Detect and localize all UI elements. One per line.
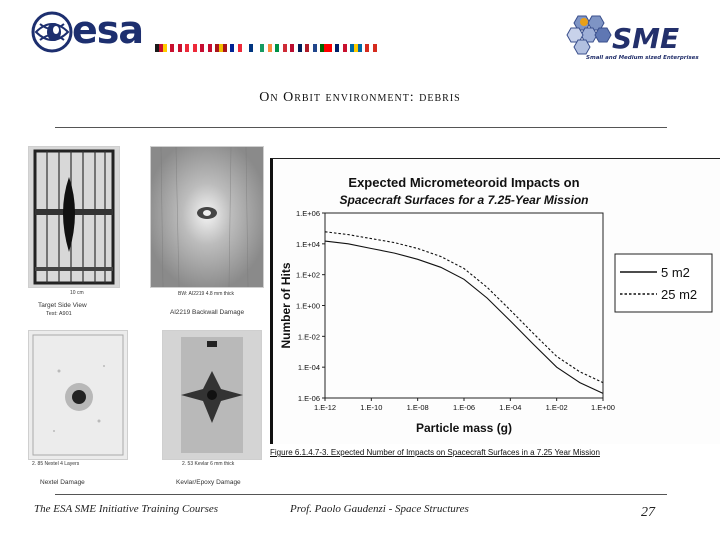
flag-12 <box>335 44 347 52</box>
x-tick-label: 1.E-04 <box>499 403 521 412</box>
x-tick-label: 1.E+00 <box>591 403 615 412</box>
photo2-small-caption: BW: AI2219 4.8 mm thick <box>178 291 235 297</box>
legend-box <box>614 253 713 313</box>
footer-course: The ESA SME Initiative Training Courses <box>34 503 219 515</box>
flag-2 <box>185 44 197 52</box>
photo1-subcaption: Test: A901 <box>46 311 72 317</box>
esa-logo <box>30 10 160 56</box>
flag-8 <box>275 44 287 52</box>
y-tick-label: 1.E+06 <box>296 209 320 218</box>
x-axis-label: Particle mass (g) <box>416 421 512 435</box>
chart-frame: Expected Micrometeoroid Impacts on Spacec… <box>270 158 720 444</box>
esa-logo-text: esa <box>72 8 144 52</box>
sme-logo: SME Small and Medium sized Enterprises <box>556 8 699 68</box>
figure-caption: Figure 6.1.4.7-3. Expected Number of Imp… <box>270 448 600 457</box>
photo4-caption: Kevlar/Epoxy Damage <box>176 479 241 486</box>
photo-target-side-view <box>28 146 120 288</box>
divider-bottom <box>55 494 667 495</box>
series-line-1 <box>324 231 604 384</box>
series-line-0 <box>324 240 604 394</box>
y-tick-label: 1.E+04 <box>296 240 320 249</box>
backwall-image <box>151 147 263 287</box>
flag-0 <box>155 44 167 52</box>
footer-author: Prof. Paolo Gaudenzi - Space Structures <box>290 503 469 515</box>
photo-kevlar-damage <box>162 330 262 460</box>
x-tick-label: 1.E-10 <box>360 403 382 412</box>
sme-hexagon-icon <box>566 15 612 55</box>
photo4-small-caption: 2. 53 Kevlar 6 mm thick <box>182 461 235 467</box>
photo2-caption: Al2219 Backwall Damage <box>170 309 245 316</box>
photo3-caption: Nextel Damage <box>40 479 85 486</box>
esa-globe-icon <box>31 11 73 53</box>
flag-6 <box>245 44 257 52</box>
legend-label-1: 25 m2 <box>661 287 697 302</box>
member-flags <box>155 44 377 52</box>
flag-14 <box>365 44 377 52</box>
flag-7 <box>260 44 272 52</box>
photo-nextel-damage <box>28 330 128 460</box>
flag-1 <box>170 44 182 52</box>
y-tick-label: 1.E-04 <box>298 363 320 372</box>
sme-logo-text: SME <box>612 22 680 55</box>
target-rig-image <box>29 147 119 287</box>
y-tick-label: 1.E-06 <box>298 394 320 403</box>
divider-top <box>55 127 667 128</box>
photo1-caption: Target Side View <box>38 302 87 309</box>
y-tick-label: 1.E-02 <box>298 332 320 341</box>
slide-title: On Orbit environment: debris <box>259 90 461 105</box>
flag-13 <box>350 44 362 52</box>
flag-4 <box>215 44 227 52</box>
x-tick-label: 1.E-08 <box>407 403 429 412</box>
chart-title-line2: Spacecraft Surfaces for a 7.25-Year Miss… <box>340 193 589 207</box>
nextel-image <box>29 331 127 459</box>
x-tick-label: 1.E-02 <box>546 403 568 412</box>
y-tick-label: 1.E+00 <box>296 302 320 311</box>
flag-9 <box>290 44 302 52</box>
flag-5 <box>230 44 242 52</box>
sme-tagline: Small and Medium sized Enterprises <box>586 55 699 61</box>
legend-label-0: 5 m2 <box>661 265 690 280</box>
x-tick-label: 1.E-12 <box>314 403 336 412</box>
flag-10 <box>305 44 317 52</box>
y-tick-label: 1.E+02 <box>296 271 320 280</box>
photo-backwall-damage <box>150 146 264 288</box>
chart-title-line1: Expected Micrometeoroid Impacts on <box>348 175 579 190</box>
page-number: 27 <box>641 505 655 520</box>
y-axis-label: Number of Hits <box>279 262 293 348</box>
photo3-small-caption: 2. 85 Nextel 4 Layers <box>32 461 80 467</box>
photo1-scale: 10 cm <box>70 290 84 296</box>
impacts-chart: Expected Micrometeoroid Impacts on Spacec… <box>279 175 713 435</box>
flag-3 <box>200 44 212 52</box>
x-tick-label: 1.E-06 <box>453 403 475 412</box>
flag-11 <box>320 44 332 52</box>
kevlar-image <box>163 331 261 459</box>
